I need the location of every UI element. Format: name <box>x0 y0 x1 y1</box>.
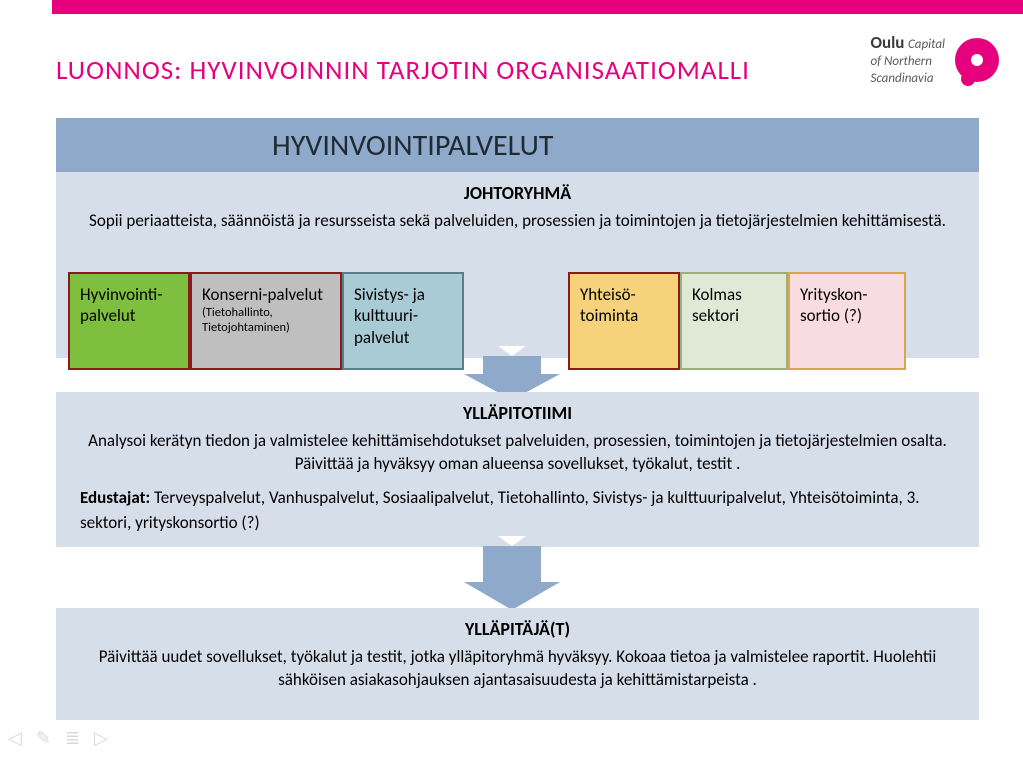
brand-logo: Oulu Capital of Northern Scandinavia <box>870 34 999 86</box>
org-box-3: Yhteisö-toiminta <box>568 272 680 370</box>
org-box-label: Yhteisö-toiminta <box>580 284 668 327</box>
yllapitotiimi-heading: YLLÄPITOTIIMI <box>80 402 955 424</box>
org-box-label: Hyvinvointi-palvelut <box>80 284 178 327</box>
org-box-label: Kolmas sektori <box>692 284 776 327</box>
yllapitotiimi-representatives: Edustajat: Terveyspalvelut, Vanhuspalvel… <box>80 486 955 535</box>
org-box-label: Yrityskon-sortio (?) <box>800 284 894 327</box>
pen-icon[interactable]: ✎ <box>36 727 51 749</box>
org-box-sublabel: (Tietohallinto, Tietojohtaminen) <box>202 305 330 335</box>
representatives-list: Terveyspalvelut, Vanhuspalvelut, Sosiaal… <box>80 487 920 533</box>
johtoryhma-body: Sopii periaatteista, säännöistä ja resur… <box>80 210 955 233</box>
brand-logo-text: Oulu Capital of Northern Scandinavia <box>870 34 945 86</box>
yllapitaja-heading: YLLÄPITÄJÄ(T) <box>80 618 955 640</box>
brand-name: Oulu <box>870 32 904 53</box>
speech-bubble-icon <box>955 38 999 82</box>
org-box-2: Sivistys- ja kulttuuri-palvelut <box>342 272 464 370</box>
speech-bubble-dot <box>971 54 983 66</box>
list-icon[interactable]: ≣ <box>65 727 80 749</box>
org-box-0: Hyvinvointi-palvelut <box>68 272 190 370</box>
org-box-label: Sivistys- ja kulttuuri-palvelut <box>354 284 452 348</box>
prev-slide-icon[interactable]: ◁ <box>8 727 22 749</box>
brand-tagline-3: Scandinavia <box>870 71 933 86</box>
yllapitaja-body: Päivittää uudet sovellukset, työkalut ja… <box>80 646 955 692</box>
johtoryhma-heading: JOHTORYHMÄ <box>80 182 955 204</box>
next-slide-icon[interactable]: ▷ <box>94 727 108 749</box>
slide-title: LUONNOS: HYVINVOINNIN TARJOTIN ORGANISAA… <box>56 54 750 87</box>
org-box-4: Kolmas sektori <box>680 272 788 370</box>
down-arrow-2 <box>464 546 560 610</box>
section-yllapitotiimi: YLLÄPITOTIIMI Analysoi kerätyn tiedon ja… <box>56 392 979 547</box>
main-banner: HYVINVOINTIPALVELUT <box>56 118 979 172</box>
org-box-1: Konserni-palvelut(Tietohallinto, Tietojo… <box>190 272 342 370</box>
top-accent-bar <box>52 0 1023 14</box>
org-box-5: Yrityskon-sortio (?) <box>788 272 906 370</box>
org-box-label: Konserni-palvelut <box>202 284 330 305</box>
brand-tagline-2: of Northern <box>870 54 931 69</box>
yllapitotiimi-body: Analysoi kerätyn tiedon ja valmistelee k… <box>80 430 955 476</box>
representatives-label: Edustajat: <box>80 487 150 508</box>
section-yllapitaja: YLLÄPITÄJÄ(T) Päivittää uudet sovellukse… <box>56 608 979 720</box>
slide-nav-icons: ◁ ✎ ≣ ▷ <box>8 727 108 749</box>
brand-tagline-1: Capital <box>908 37 945 52</box>
